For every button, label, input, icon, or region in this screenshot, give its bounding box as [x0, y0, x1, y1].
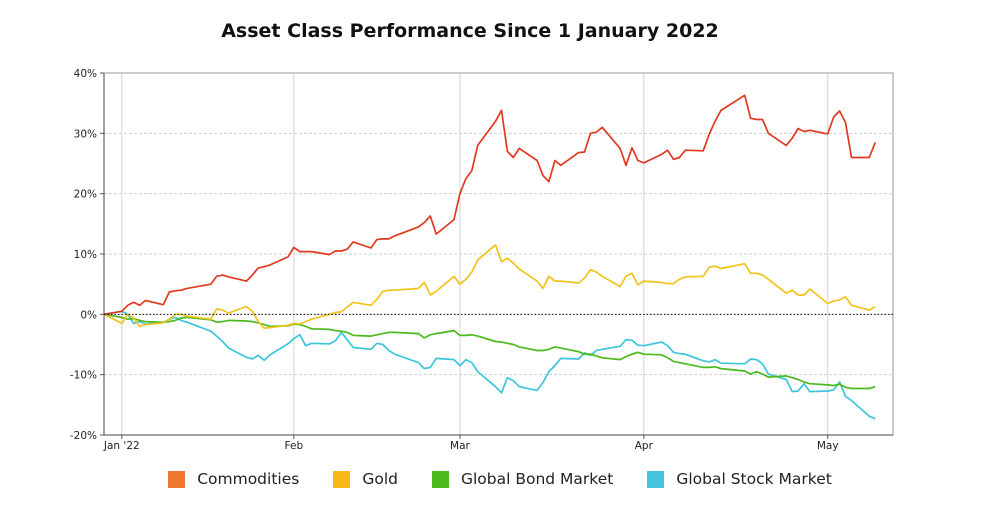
series-line-global-stock-market	[103, 310, 876, 420]
series-line-global-bond-market	[103, 313, 876, 390]
y-tick-label: -10%	[70, 370, 97, 382]
series-line-commodities	[103, 94, 876, 316]
x-tick-label: Jan '22	[103, 440, 140, 452]
legend-swatch	[431, 470, 449, 488]
legend-item: Global Bond Market	[431, 470, 614, 488]
legend-swatch	[333, 470, 351, 488]
legend-swatch	[647, 470, 665, 488]
y-tick-label: 30%	[74, 128, 97, 140]
y-tick-label: 0%	[80, 309, 97, 321]
legend-label: Global Bond Market	[460, 470, 614, 488]
x-tick-label: May	[817, 440, 839, 452]
y-tick-label: 40%	[74, 68, 97, 80]
legend-label: Commodities	[197, 470, 300, 488]
legend-item: Global Stock Market	[647, 470, 832, 488]
legend-swatch	[168, 470, 186, 488]
legend-label: Gold	[362, 470, 398, 488]
axes: -20% -10% 0% 10% 20% 30% 40% Jan '22 Feb Mar Apr Ma…	[70, 68, 894, 452]
legend-item: Gold	[333, 470, 398, 488]
y-tick-label: 10%	[74, 249, 97, 261]
x-tick-label: Feb	[285, 440, 304, 452]
y-tick-label: -20%	[70, 430, 97, 442]
chart-title: Asset Class Performance Since 1 January …	[221, 20, 719, 42]
series-lines	[103, 94, 893, 420]
legend: Commodities Gold Global Bond Market Global …	[0, 470, 1000, 488]
series-line-gold	[103, 244, 876, 330]
y-tick-label: 20%	[74, 189, 97, 201]
x-tick-label: Apr	[635, 440, 654, 452]
x-tick-label: Mar	[450, 440, 470, 452]
legend-item: Commodities	[168, 470, 299, 488]
legend-label: Global Stock Market	[676, 470, 832, 488]
